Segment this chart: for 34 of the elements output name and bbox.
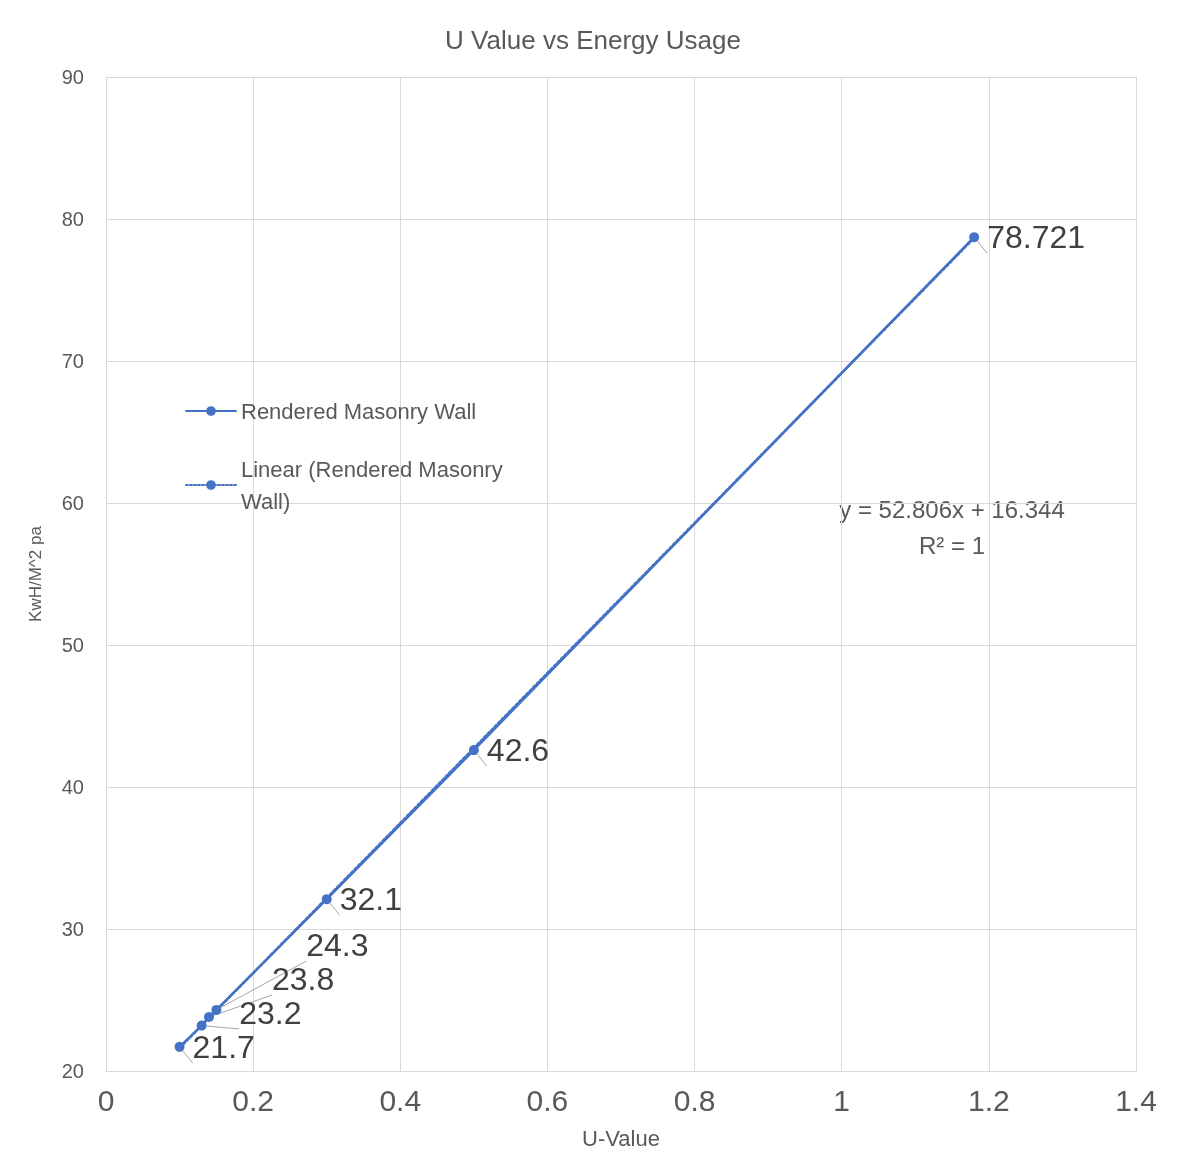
x-tick-label: 0.8 <box>673 1083 716 1117</box>
x-tick-label: 0.2 <box>232 1083 274 1117</box>
y-tick-label: 70 <box>61 350 84 372</box>
x-tick-label: 0 <box>97 1083 115 1117</box>
x-tick-label: 1.4 <box>1115 1083 1157 1117</box>
y-tick-label: 40 <box>61 776 84 798</box>
x-tick-label: 0.4 <box>379 1083 422 1117</box>
y-axis-title: KwH/M^2 pa <box>26 525 45 622</box>
x-tick-label: 1 <box>833 1083 851 1117</box>
y-tick-label: 20 <box>61 1060 84 1082</box>
chart-title: U Value vs Energy Usage <box>445 25 741 55</box>
point <box>204 1012 214 1023</box>
x-tick-label: 1.2 <box>968 1083 1010 1117</box>
x-axis-title: U-Value <box>582 1125 660 1151</box>
point <box>211 1004 222 1015</box>
data-label: 78.721 <box>987 219 1086 256</box>
x-tick-label: 0.6 <box>526 1083 569 1117</box>
data-label: 21.7 <box>192 1028 255 1065</box>
y-tick-label: 30 <box>61 918 84 940</box>
data-label: 42.6 <box>486 732 550 769</box>
y-tick-label: 50 <box>61 634 84 656</box>
point <box>174 1041 185 1052</box>
y-tick-label: 60 <box>61 492 84 514</box>
annotation: R² = 1 <box>918 531 986 559</box>
legend-label: Linear (Rendered Masonry Wall) <box>241 456 509 514</box>
point <box>321 894 332 905</box>
point <box>196 1020 207 1031</box>
legend-label: Rendered Masonry Wall <box>241 398 477 424</box>
y-tick-label: 90 <box>61 66 84 88</box>
y-tick-label: 80 <box>61 208 84 230</box>
point <box>468 745 479 756</box>
point <box>969 232 980 243</box>
data-label: 24.3 <box>306 927 369 964</box>
data-label: 32.1 <box>339 881 402 918</box>
